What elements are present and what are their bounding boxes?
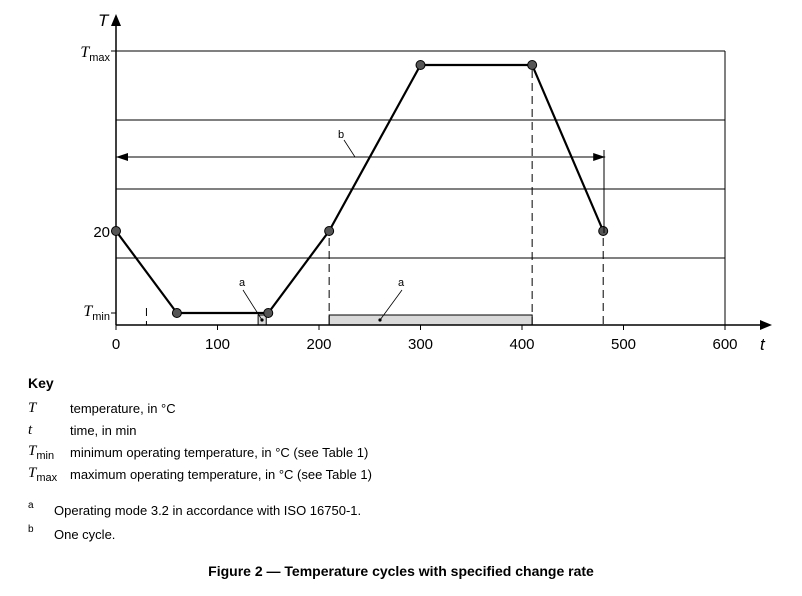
temperature-cycle-chart: b 0 100 200 300 400 500 600 Tmax 20 Tmin Tt a a [80,11,772,354]
key-text: maximum operating temperature, in °C (se… [70,466,372,482]
key-symbol: T [28,399,37,416]
footnote-text: Operating mode 3.2 in accordance with IS… [54,502,362,518]
y-label-tmax: Tmax [80,44,110,64]
y-axis-label: T [98,11,110,30]
axis-labels: 0 100 200 300 400 500 600 Tmax 20 Tmin Tt a a [80,11,766,354]
figure-caption: Figure 2 — Temperature cycles with speci… [208,563,594,579]
cycle-arrow-left [116,153,128,161]
key-symbol: t [28,421,33,438]
footnote-mark: a [28,499,34,511]
operating-mode-bands [257,314,533,326]
band-label-a-1: a [398,277,405,289]
footnotes: a Operating mode 3.2 in accordance with I… [28,498,361,546]
data-point-6 [598,226,609,236]
key-text: minimum operating temperature, in °C (se… [70,444,369,460]
cycle-dimension: b [116,129,606,233]
gridlines [116,50,726,325]
key-symbol: Tmax [28,464,58,484]
data-point-4 [415,60,426,70]
key-item: Tmin minimum operating temperature, in °C… [28,441,788,463]
leader-line-a-0 [242,289,263,321]
cycle-leader-line [343,139,356,158]
y-axis-arrow [111,14,121,26]
key-item: Tmax maximum operating temperature, in °C… [28,463,788,485]
axes [111,14,772,330]
data-point-5 [527,60,538,70]
x-tick-label-3: 300 [408,336,433,353]
footnote: a Operating mode 3.2 in accordance with I… [28,498,361,522]
leader-dot-a-0 [260,318,264,322]
leader-dot-a-1 [378,318,382,322]
key-title: Key [28,375,54,391]
x-axis-label: t [760,335,766,354]
y-label-20: 20 [93,224,110,241]
y-label-tmin: Tmin [83,303,110,323]
footnote-mark: b [28,523,34,535]
x-tick-label-4: 400 [509,336,534,353]
x-tick-label-0: 0 [112,336,120,353]
leader-line-a-1 [379,289,403,321]
x-tick-label-1: 100 [205,336,230,353]
footnote-text: One cycle. [54,526,116,542]
band-label-a-0: a [239,277,246,289]
key-text: temperature, in °C [70,400,176,416]
data-point-3 [324,226,335,236]
x-tick-label-6: 600 [712,336,737,353]
data-point-0 [111,226,121,236]
x-axis-arrow [760,320,772,330]
key-text: time, in min [70,422,137,438]
tick-marks [111,50,726,330]
data-point-1 [171,308,182,318]
footnote: b One cycle. [28,522,361,546]
temperature-curve [111,60,609,318]
x-tick-label-2: 200 [306,336,331,353]
cycle-arrow-right [593,153,606,161]
vertical-dashed-lines [145,70,604,325]
key-item: t time, in min [28,419,788,441]
cycle-label-b: b [338,129,344,141]
operating-mode-band-1 [328,314,533,326]
key-symbol: Tmin [28,442,55,462]
x-tick-label-5: 500 [611,336,636,353]
data-point-2 [263,308,274,318]
